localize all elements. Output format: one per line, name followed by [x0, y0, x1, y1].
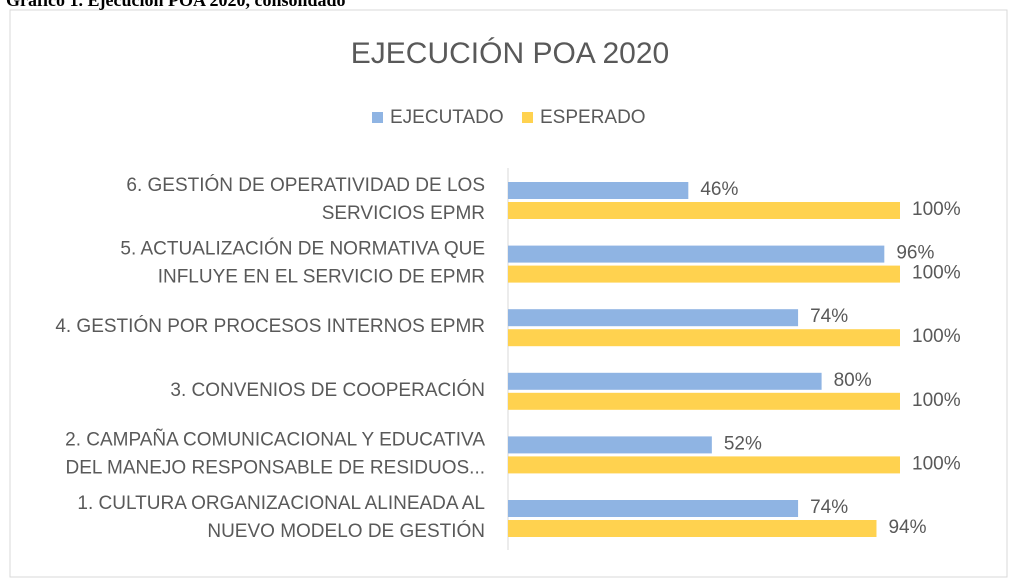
y-tick-label: DEL MANEJO RESPONSABLE DE RESIDUOS...: [65, 457, 485, 478]
value-label: 52%: [724, 433, 762, 454]
value-label: 46%: [700, 179, 738, 200]
value-label: 96%: [896, 243, 934, 264]
bar: [508, 202, 900, 219]
value-label: 100%: [912, 390, 961, 411]
value-label: 74%: [810, 306, 848, 327]
y-tick-label: 4. GESTIÓN POR PROCESOS INTERNOS EPMR: [55, 315, 485, 337]
value-label: 74%: [810, 497, 848, 518]
bar: [508, 520, 877, 537]
value-label: 94%: [888, 517, 926, 538]
y-tick-label: 5. ACTUALIZACIÓN DE NORMATIVA QUE: [120, 238, 485, 260]
bar: [508, 265, 900, 283]
value-label: 100%: [912, 326, 961, 347]
y-tick-label: NUEVO MODELO DE GESTIÓN: [207, 520, 485, 542]
bar: [508, 372, 822, 390]
legend-label: EJECUTADO: [390, 107, 504, 128]
bar: [508, 456, 900, 474]
bar: [508, 245, 885, 263]
y-tick-label: 3. CONVENIOS DE COOPERACIÓN: [170, 379, 485, 401]
bar: [508, 436, 712, 454]
bar: [508, 182, 689, 199]
bar: [508, 500, 799, 517]
value-label: 100%: [912, 263, 961, 284]
legend-swatch: [372, 112, 383, 123]
legend-swatch: [522, 112, 533, 123]
bar: [508, 309, 799, 327]
value-label: 100%: [912, 199, 961, 220]
y-tick-label: 6. GESTIÓN DE OPERATIVIDAD DE LOS: [126, 174, 485, 196]
bar: [508, 392, 900, 410]
chart-title: EJECUCIÓN POA 2020: [351, 37, 669, 70]
value-label: 100%: [912, 453, 961, 474]
bar: [508, 329, 900, 347]
y-tick-label: 1. CULTURA ORGANIZACIONAL ALINEADA AL: [77, 493, 485, 514]
legend-label: ESPERADO: [540, 107, 646, 128]
y-tick-label: 2. CAMPAÑA COMUNICACIONAL Y EDUCATIVA: [65, 428, 485, 450]
value-label: 80%: [834, 370, 872, 391]
y-tick-label: SERVICIOS EPMR: [322, 203, 485, 224]
caption: Gráfico 1. Ejecución POA 2020, consolida…: [6, 0, 346, 10]
y-tick-label: INFLUYE EN EL SERVICIO DE EPMR: [158, 267, 485, 288]
